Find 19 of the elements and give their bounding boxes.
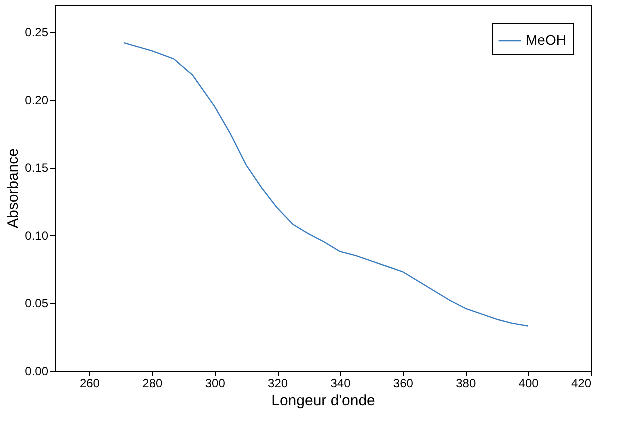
x-tick-label: 280 <box>142 376 163 390</box>
y-axis-title: Absorbance <box>5 148 22 229</box>
x-tick-label: 300 <box>205 376 226 390</box>
y-tick-label: 0.00 <box>25 364 49 378</box>
y-tick-label: 0.20 <box>25 93 49 108</box>
y-tick-label: 0.10 <box>25 228 49 243</box>
x-tick-label: 320 <box>268 376 288 390</box>
line-series <box>123 42 529 327</box>
x-tick-label: 400 <box>518 376 540 390</box>
y-tick-label: 0.25 <box>25 26 49 40</box>
x-axis-title: Longeur d'onde <box>272 392 376 410</box>
y-tick-label: 0.05 <box>25 296 49 311</box>
y-tick-label: 0.15 <box>25 161 49 176</box>
legend-label: MeOH <box>526 32 566 48</box>
x-tick-label: 360 <box>393 376 414 390</box>
x-tick-label: 340 <box>330 376 352 390</box>
x-tick-label: 380 <box>456 376 476 390</box>
x-tick-label: 420 <box>571 376 592 390</box>
x-tick-label: 260 <box>80 376 100 390</box>
